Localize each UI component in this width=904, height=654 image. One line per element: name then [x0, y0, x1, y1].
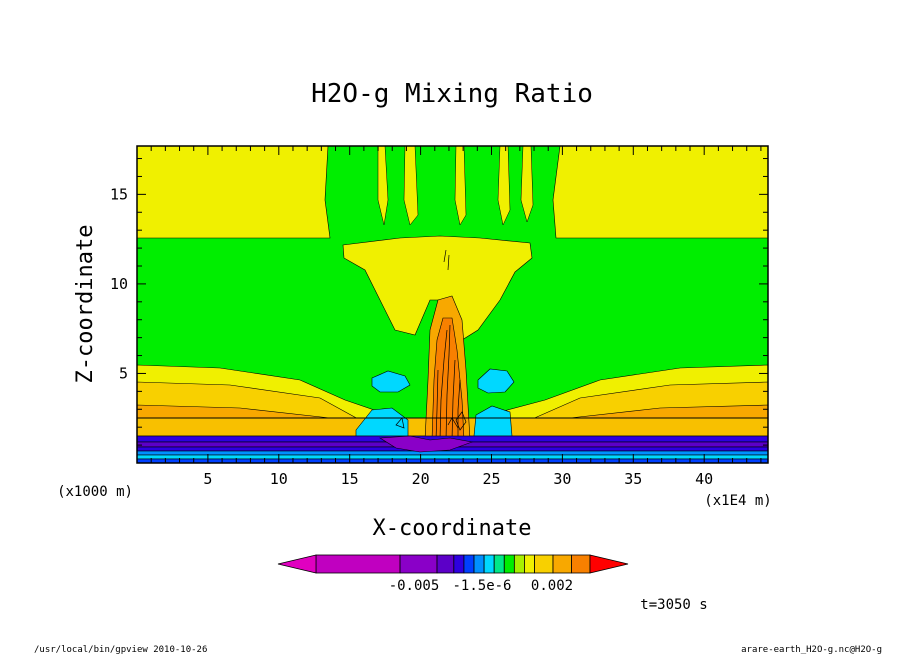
y-tick-label: 10: [110, 275, 128, 293]
colorbar-segment: [534, 554, 554, 574]
colorbar-segment: [315, 554, 401, 574]
colorbar-segment: [483, 554, 495, 574]
boundary-layer-band: [137, 454, 768, 460]
colorbar-segment: [513, 554, 525, 574]
boundary-layer-band: [137, 450, 768, 456]
colorbar-segment: [571, 554, 591, 574]
colorbar-min-arrow: [277, 554, 317, 574]
plot-frame: [136, 145, 769, 464]
colorbar-segment: [399, 554, 438, 574]
colorbar-label: -1.5e-6: [452, 578, 511, 594]
contour-field: [137, 146, 768, 463]
upper-streak: [403, 146, 419, 226]
cyan-blob-right: [477, 368, 515, 394]
upper-streak: [454, 146, 467, 226]
colorbar: [277, 554, 629, 574]
colorbar-segment: [436, 554, 455, 574]
x-tick-label: 40: [695, 470, 713, 488]
x-tick-label: 15: [341, 470, 359, 488]
surface-purple-blob: [379, 435, 474, 453]
footer-right: arare-earth_H2O-g.nc@H2O-g: [741, 645, 882, 654]
x-tick-label: 25: [482, 470, 500, 488]
x-tick-label: 30: [553, 470, 571, 488]
colorbar-max-arrow: [589, 554, 629, 574]
colorbar-segment: [552, 554, 572, 574]
x-tick-label: 5: [203, 470, 212, 488]
upper-streak: [377, 146, 389, 226]
cyan-blob-left: [371, 370, 411, 393]
x-tick-label: 35: [624, 470, 642, 488]
y-tick-label: 15: [110, 185, 128, 203]
plot-area: [136, 145, 769, 464]
colorbar-label: -0.005: [389, 578, 440, 594]
y-tick-labels: 5 10 15: [110, 185, 128, 382]
y-tick-label: 5: [119, 364, 128, 382]
time-label: t=3050 s: [640, 597, 707, 613]
colorbar-segment: [463, 554, 475, 574]
axis-ticks: [137, 146, 768, 463]
boundary-layer-band: [137, 458, 768, 463]
x-unit-left: (x1000 m): [57, 484, 133, 500]
colorbar-segment: [453, 554, 465, 574]
colorbar-segment: [473, 554, 485, 574]
chart-title: H2O-g Mixing Ratio: [311, 79, 593, 109]
x-axis-title: X-coordinate: [373, 516, 532, 541]
upper-left-yellow-region: [137, 146, 331, 239]
colorbar-segment: [493, 554, 505, 574]
y-axis-title: Z-coordinate: [73, 225, 98, 384]
upper-streak: [497, 146, 511, 226]
colorbar-label: 0.002: [531, 578, 573, 594]
x-unit-right: (x1E4 m): [704, 493, 771, 509]
x-tick-label: 10: [270, 470, 288, 488]
x-tick-labels: 5 10 15 20 25 30 35 40: [203, 470, 713, 488]
anvil-region: [342, 235, 533, 341]
x-tick-label: 20: [412, 470, 430, 488]
colorbar-segment: [503, 554, 515, 574]
upper-right-yellow-region: [552, 146, 768, 239]
upper-streak: [520, 146, 534, 223]
footer-left: /usr/local/bin/gpview 2010-10-26: [34, 645, 207, 654]
colorbar-labels: -0.005 -1.5e-6 0.002: [389, 578, 573, 594]
colorbar-segment: [524, 554, 535, 574]
